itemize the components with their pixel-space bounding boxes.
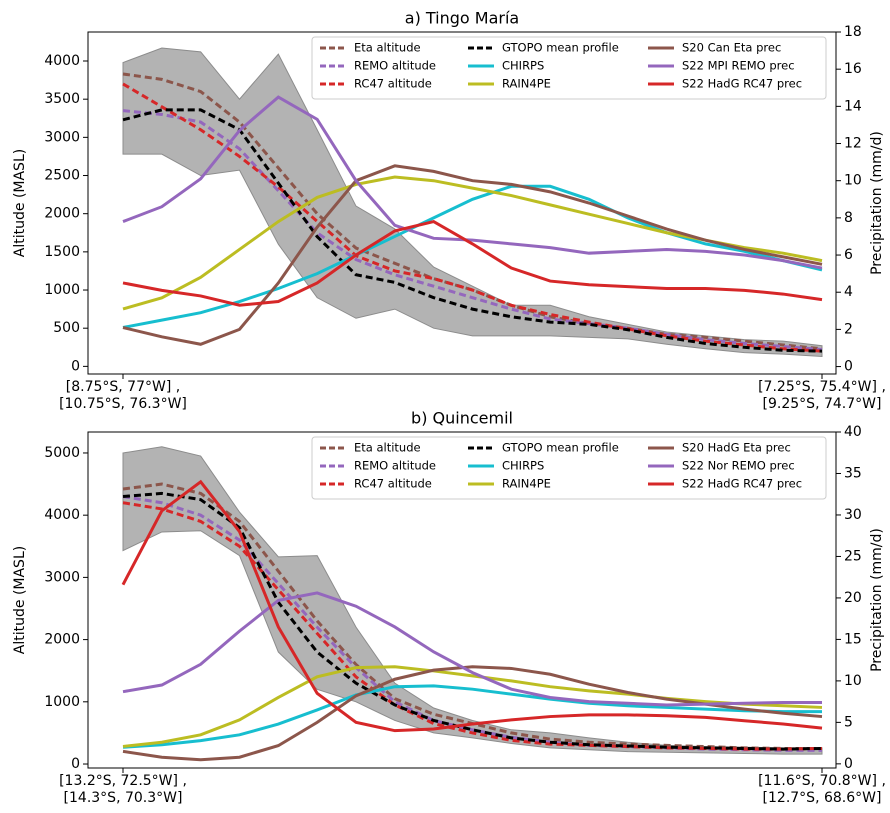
series-line [122, 591, 822, 707]
y2-tick-label: 8 [844, 210, 853, 226]
y-tick-label: 2500 [44, 168, 80, 184]
y-tick-label: 3000 [44, 569, 80, 585]
legend-label: Eta altitude [354, 41, 421, 55]
y2-tick-label: 25 [844, 548, 862, 564]
series-line [122, 184, 823, 330]
y-tick-label: 0 [71, 756, 80, 772]
legend-label: S20 Can Eta prec [682, 41, 781, 55]
legend-label: RC47 altitude [354, 477, 432, 491]
series-line [122, 665, 823, 762]
y-tick-label: 4000 [44, 507, 80, 523]
legend-label: S20 HadG Eta prec [682, 441, 791, 455]
y-tick-label: 1000 [44, 694, 80, 710]
series-line [122, 164, 823, 346]
legend-label: REMO altitude [354, 459, 436, 473]
y2-tick-label: 40 [844, 424, 862, 440]
legend-label: REMO altitude [354, 59, 436, 73]
y2-tick-label: 0 [844, 756, 853, 772]
y2-tick-label: 5 [844, 714, 853, 730]
plot-frame [87, 431, 837, 769]
y2-tick-label: 14 [844, 98, 862, 114]
series-line [122, 109, 823, 352]
legend-label: GTOPO mean profile [502, 441, 619, 455]
y-tick-label: 4000 [44, 53, 80, 69]
series-line [121, 479, 823, 733]
y-tick-label: 3500 [44, 91, 80, 107]
y-tick-label: 2000 [44, 206, 80, 222]
series-line [122, 95, 823, 270]
chart-title: a) Tingo María [405, 9, 519, 28]
x-tick-label: [7.25°S, 75.4°W] , [9.25°S, 74.7°W] [758, 379, 886, 412]
y2-tick-label: 20 [844, 590, 862, 606]
y-tick-label: 0 [71, 358, 80, 374]
y-tick-label: 1000 [44, 282, 80, 298]
y2-tick-label: 15 [844, 631, 862, 647]
y2-tick-label: 10 [844, 673, 862, 689]
y-axis-label: Altitude (MASL) [12, 149, 28, 257]
range-band [122, 446, 823, 755]
y2-tick-label: 30 [844, 507, 862, 523]
series-line [122, 219, 823, 307]
x-tick-label: [8.75°S, 77°W] , [10.75°S, 76.3°W] [59, 379, 187, 412]
series-line [122, 491, 823, 751]
y-tick-label: 1500 [44, 244, 80, 260]
y2-tick-label: 35 [844, 465, 862, 481]
y2-tick-label: 2 [844, 321, 853, 337]
plot-frame [87, 31, 837, 375]
legend-label: S22 HadG RC47 prec [682, 77, 802, 91]
legend-label: S22 Nor REMO prec [682, 459, 795, 473]
y2-axis-label: Precipitation (mm/d) [869, 528, 885, 672]
legend-label: CHIRPS [502, 459, 544, 473]
legend-label: RC47 altitude [354, 77, 432, 91]
y2-tick-label: 18 [844, 24, 862, 40]
x-tick-label: [11.6°S, 70.8°W] , [12.7°S, 68.6°W] [758, 773, 886, 806]
series-line [122, 684, 822, 749]
legend-box [311, 36, 827, 100]
y-tick-label: 5000 [44, 445, 80, 461]
series-line [122, 665, 823, 748]
legend-box [311, 436, 827, 500]
legend-label: GTOPO mean profile [502, 41, 619, 55]
y2-tick-label: 0 [844, 359, 853, 375]
y-axis-label: Altitude (MASL) [12, 546, 28, 654]
y-tick-label: 2000 [44, 632, 80, 648]
y-tick-label: 3000 [44, 129, 80, 145]
y2-tick-label: 4 [844, 284, 853, 300]
y2-axis-label: Precipitation (mm/d) [869, 131, 885, 275]
legend-label: Eta altitude [354, 441, 421, 455]
series-line [122, 72, 823, 351]
y2-tick-label: 10 [844, 173, 862, 189]
series-line [122, 82, 823, 353]
legend-label: RAIN4PE [502, 77, 551, 91]
chart-title: b) Quincemil [411, 409, 513, 428]
legend-label: RAIN4PE [502, 477, 551, 491]
x-tick-label: [13.2°S, 72.5°W] , [14.3°S, 70.3°W] [59, 773, 187, 806]
legend-label: CHIRPS [502, 59, 544, 73]
series-line [122, 501, 823, 751]
legend-label: S22 HadG RC47 prec [682, 477, 802, 491]
series-line [122, 495, 822, 752]
y2-tick-label: 16 [844, 61, 862, 77]
range-band [122, 47, 823, 357]
y-tick-label: 500 [53, 320, 80, 336]
y2-tick-label: 6 [844, 247, 853, 263]
y2-tick-label: 12 [844, 136, 862, 152]
legend-label: S22 MPI REMO prec [682, 59, 795, 73]
